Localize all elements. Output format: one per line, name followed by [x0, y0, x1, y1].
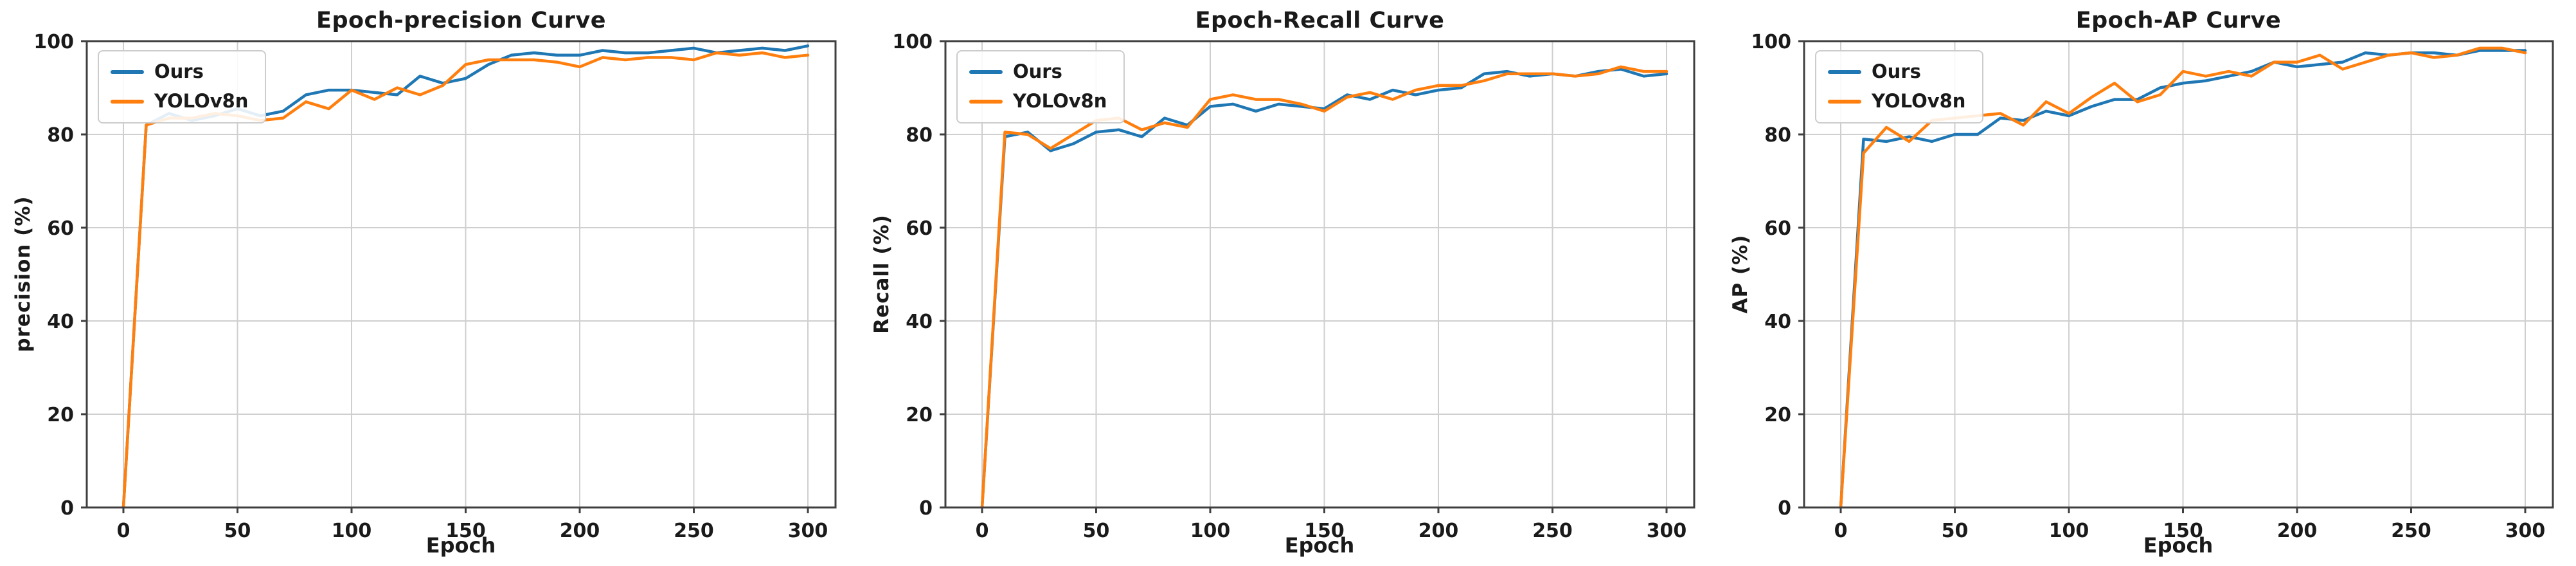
chart-title: Epoch-Recall Curve: [1195, 8, 1445, 33]
y-tick-label: 0: [1778, 497, 1791, 520]
x-tick-label: 100: [2049, 520, 2089, 542]
y-axis-label: AP (%): [1729, 234, 1752, 314]
legend-entry-ours: Ours: [1828, 60, 1965, 82]
epoch-precision-chart: 0 50 100 150 200 250 300 0 20 40 60 80 100 Epoch-pre…: [0, 0, 859, 566]
y-tick-label: 80: [1764, 124, 1791, 147]
legend-label-ours: Ours: [1872, 60, 1921, 82]
y-tick-label: 20: [1764, 404, 1791, 426]
y-tick-label: 100: [892, 31, 933, 53]
x-tick-label: 200: [560, 520, 600, 542]
x-tick-label: 300: [1647, 520, 1687, 542]
x-tick-label: 150: [1304, 520, 1345, 542]
plot-border: [1803, 40, 2554, 509]
legend-entry-yolov8n: YOLOv8n: [111, 91, 248, 112]
y-tick-label: 80: [47, 124, 74, 147]
x-axis-label: Epoch: [2143, 533, 2214, 558]
y-axis-label: Recall (%): [870, 214, 893, 334]
x-tick-label: 50: [224, 520, 251, 542]
x-tick-label: 50: [1942, 520, 1969, 542]
epoch-recall-plot: 0 50 100 150 200 250 300 0 20 40 60 80 100: [892, 31, 1695, 542]
x-tick-label: 50: [1083, 520, 1110, 542]
x-tick-label: 100: [1190, 520, 1231, 542]
x-tick-label: 250: [674, 520, 714, 542]
x-tick-label: 0: [1834, 520, 1848, 542]
x-tick-label: 300: [788, 520, 828, 542]
y-tick-label: 40: [906, 311, 933, 333]
x-tick-label: 200: [2277, 520, 2318, 542]
x-tick-label: 200: [1418, 520, 1459, 542]
x-axis-label: Epoch: [1284, 533, 1355, 558]
y-tick-label: 80: [906, 124, 933, 147]
epoch-ap-plot: 0 50 100 150 200 250 300 0 20 40 60 80 100: [1751, 31, 2554, 542]
epoch-ap-chart: 0 50 100 150 200 250 300 0 20 40 60 80 100 Epoch-AP …: [1717, 0, 2576, 566]
gridlines: [1804, 41, 2553, 507]
x-tick-label: 100: [332, 520, 372, 542]
y-tick-label: 40: [1764, 311, 1791, 333]
y-tick-label: 60: [47, 217, 74, 240]
y-tick-label: 20: [47, 404, 74, 426]
legend-entry-yolov8n: YOLOv8n: [1828, 91, 1965, 112]
yolov8n-line-swatch-icon: [1828, 99, 1861, 104]
x-tick-label: 150: [2163, 520, 2203, 542]
tick-labels: 0 50 100 150 200 250 300 0 20 40 60 80 100: [892, 31, 1686, 542]
ours-line-swatch-icon: [969, 69, 1003, 74]
legend-entry-yolov8n: YOLOv8n: [969, 91, 1107, 112]
chart-title: Epoch-AP Curve: [2075, 8, 2282, 33]
epoch-recall-chart: 0 50 100 150 200 250 300 0 20 40 60 80 100 Epoch-Rec…: [859, 0, 1717, 566]
x-tick-label: 150: [445, 520, 486, 542]
legend-label-ours: Ours: [154, 60, 204, 82]
x-tick-label: 0: [117, 520, 130, 542]
tick-labels: 0 50 100 150 200 250 300 0 20 40 60 80 100: [1751, 31, 2545, 542]
plot-border: [85, 40, 837, 509]
legend-label-ours: Ours: [1013, 60, 1062, 82]
x-axis-label: Epoch: [425, 533, 496, 558]
legend: Ours YOLOv8n: [98, 50, 267, 123]
legend-label-yolov8n: YOLOv8n: [1013, 89, 1107, 112]
y-tick-label: 60: [1764, 217, 1791, 240]
legend-entry-ours: Ours: [969, 60, 1107, 82]
y-tick-label: 100: [1751, 31, 1791, 53]
ours-line-swatch-icon: [111, 69, 144, 74]
legend: Ours YOLOv8n: [1815, 50, 1984, 123]
y-tick-label: 40: [47, 311, 74, 333]
chart-title: Epoch-precision Curve: [316, 8, 606, 33]
x-tick-label: 0: [976, 520, 989, 542]
x-tick-label: 300: [2505, 520, 2546, 542]
legend-label-yolov8n: YOLOv8n: [154, 89, 249, 112]
legend: Ours YOLOv8n: [956, 50, 1125, 123]
yolov8n-line-swatch-icon: [111, 99, 144, 104]
y-tick-label: 0: [60, 497, 74, 520]
y-tick-label: 0: [919, 497, 933, 520]
legend-entry-ours: Ours: [111, 60, 248, 82]
yolov8n-line-swatch-icon: [969, 99, 1003, 104]
y-tick-label: 20: [906, 404, 933, 426]
y-tick-label: 100: [33, 31, 74, 53]
y-axis-label: precision (%): [12, 196, 35, 352]
tick-labels: 0 50 100 150 200 250 300 0 20 40 60 80 100: [33, 31, 828, 542]
legend-label-yolov8n: YOLOv8n: [1872, 89, 1966, 112]
x-tick-label: 250: [1532, 520, 1573, 542]
y-tick-label: 60: [906, 217, 933, 240]
ours-line-swatch-icon: [1828, 69, 1861, 74]
plot-border: [944, 40, 1695, 509]
x-tick-label: 250: [2391, 520, 2431, 542]
